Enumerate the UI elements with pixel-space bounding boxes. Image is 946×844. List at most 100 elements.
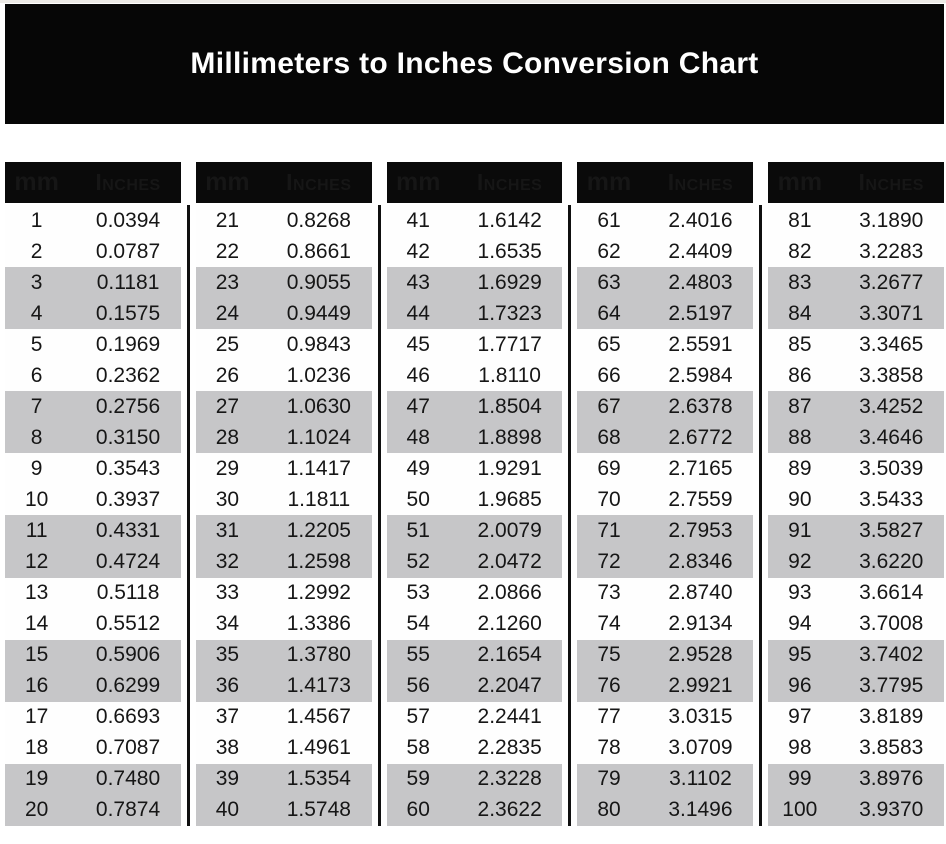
mm-value: 92	[788, 550, 812, 574]
inches-value: 2.2835	[477, 736, 542, 760]
table-row: 4 0.1575	[5, 298, 181, 330]
table-row: 53 2.0866	[386, 577, 563, 609]
inches-value: 3.0315	[668, 705, 733, 729]
table-row: 38 1.4961	[195, 732, 372, 764]
mm-value: 93	[788, 581, 812, 605]
table-row: 94 3.7008	[768, 608, 944, 640]
table-row: 66 2.5984	[577, 360, 754, 392]
table-row: 74 2.9134	[577, 608, 754, 640]
mm-value: 82	[788, 239, 812, 263]
inches-value: 2.7165	[668, 456, 733, 480]
inches-value: 1.3386	[286, 612, 351, 636]
mm-value: 87	[788, 394, 812, 418]
table-row: 55 2.1654	[386, 639, 563, 671]
mm-value: 32	[215, 550, 240, 574]
mm-value: 9	[30, 456, 43, 480]
mm-value: 43	[406, 270, 430, 294]
column-divider	[186, 205, 190, 826]
column-header: mm Inches	[195, 162, 372, 203]
mm-value: 5	[30, 332, 43, 356]
mm-value: 74	[597, 612, 621, 636]
table-row: 25 0.9843	[195, 329, 372, 361]
mm-value: 64	[597, 301, 621, 325]
inches-value: 2.2047	[477, 674, 542, 698]
table-row: 71 2.7953	[577, 515, 754, 547]
mm-value: 95	[788, 643, 812, 667]
inches-value: 2.0472	[477, 550, 542, 574]
inches-value: 0.9449	[286, 301, 351, 325]
table-row: 63 2.4803	[577, 267, 754, 299]
mm-value: 47	[406, 394, 430, 418]
mm-value: 78	[597, 736, 621, 760]
table-row: 12 0.4724	[5, 546, 181, 578]
inches-value: 3.5039	[859, 456, 924, 480]
inches-value: 1.2205	[286, 518, 351, 542]
mm-value: 3	[30, 270, 43, 294]
inches-value: 1.0630	[286, 394, 351, 418]
inches-value: 1.6535	[477, 239, 542, 263]
table-row: 19 0.7480	[5, 763, 181, 795]
table-row: 61 2.4016	[577, 205, 754, 237]
mm-value: 23	[215, 270, 240, 294]
mm-value: 19	[24, 767, 49, 791]
inches-value: 1.8504	[477, 394, 542, 418]
mm-value: 62	[597, 239, 621, 263]
mm-value: 55	[406, 643, 430, 667]
table-row: 23 0.9055	[195, 267, 372, 299]
table-row: 56 2.2047	[386, 670, 563, 702]
inches-value: 0.2756	[95, 394, 161, 418]
inches-value: 0.0394	[95, 208, 161, 232]
mm-value: 83	[788, 270, 812, 294]
inches-value: 0.5906	[95, 643, 161, 667]
inches-value: 1.1811	[287, 487, 351, 511]
inches-value: 0.7087	[95, 736, 161, 760]
column-divider	[377, 205, 381, 826]
table-row: 83 3.2677	[768, 267, 944, 299]
mm-value: 88	[788, 425, 812, 449]
table-column-group: mm Inches 1 0.0394 2 0.0787 3 0.1181 4 0.1575 5 0.1…	[5, 162, 181, 826]
inches-value: 2.8346	[668, 550, 733, 574]
column-header: mm Inches	[386, 162, 563, 203]
mm-value: 54	[406, 612, 430, 636]
mm-value: 90	[788, 487, 812, 511]
inches-value: 1.9291	[477, 456, 542, 480]
table-row: 39 1.5354	[195, 763, 372, 795]
table-row: 70 2.7559	[577, 484, 754, 516]
inches-header-label: Inches	[95, 169, 161, 195]
inches-value: 0.5512	[95, 612, 161, 636]
mm-value: 94	[788, 612, 812, 636]
mm-value: 98	[788, 736, 812, 760]
table-column-group: mm Inches 81 3.1890 82 3.2283 83 3.2677 84 3.3071…	[768, 162, 944, 826]
conversion-table: mm Inches 1 0.0394 2 0.0787 3 0.1181 4 0.1575 5 0.1…	[5, 162, 944, 826]
table-row: 60 2.3622	[386, 794, 563, 826]
inches-value: 2.7559	[668, 487, 733, 511]
table-row: 67 2.6378	[577, 391, 754, 423]
page-title: Millimeters to Inches Conversion Chart	[190, 47, 759, 80]
mm-value: 49	[406, 456, 430, 480]
inches-value: 3.3071	[859, 301, 924, 325]
table-row: 37 1.4567	[195, 701, 372, 733]
table-row: 47 1.8504	[386, 391, 563, 423]
mm-value: 22	[215, 239, 240, 263]
mm-value: 60	[406, 798, 430, 822]
table-row: 50 1.9685	[386, 484, 563, 516]
table-row: 76 2.9921	[577, 670, 754, 702]
inches-value: 2.5984	[668, 363, 733, 387]
mm-value: 29	[215, 456, 240, 480]
inches-value: 3.3858	[859, 363, 924, 387]
mm-value: 44	[406, 301, 430, 325]
inches-value: 0.1575	[95, 301, 161, 325]
mm-value: 20	[24, 798, 49, 822]
mm-value: 81	[788, 208, 812, 232]
mm-value: 58	[406, 736, 430, 760]
table-row: 77 3.0315	[577, 701, 754, 733]
inches-value: 3.1102	[669, 767, 732, 791]
mm-value: 33	[215, 581, 240, 605]
mm-value: 39	[215, 767, 240, 791]
inches-value: 2.1654	[477, 643, 542, 667]
mm-value: 68	[597, 425, 621, 449]
mm-value: 2	[30, 239, 43, 263]
inches-value: 3.4646	[859, 425, 924, 449]
table-row: 45 1.7717	[386, 329, 563, 361]
mm-value: 73	[597, 581, 621, 605]
